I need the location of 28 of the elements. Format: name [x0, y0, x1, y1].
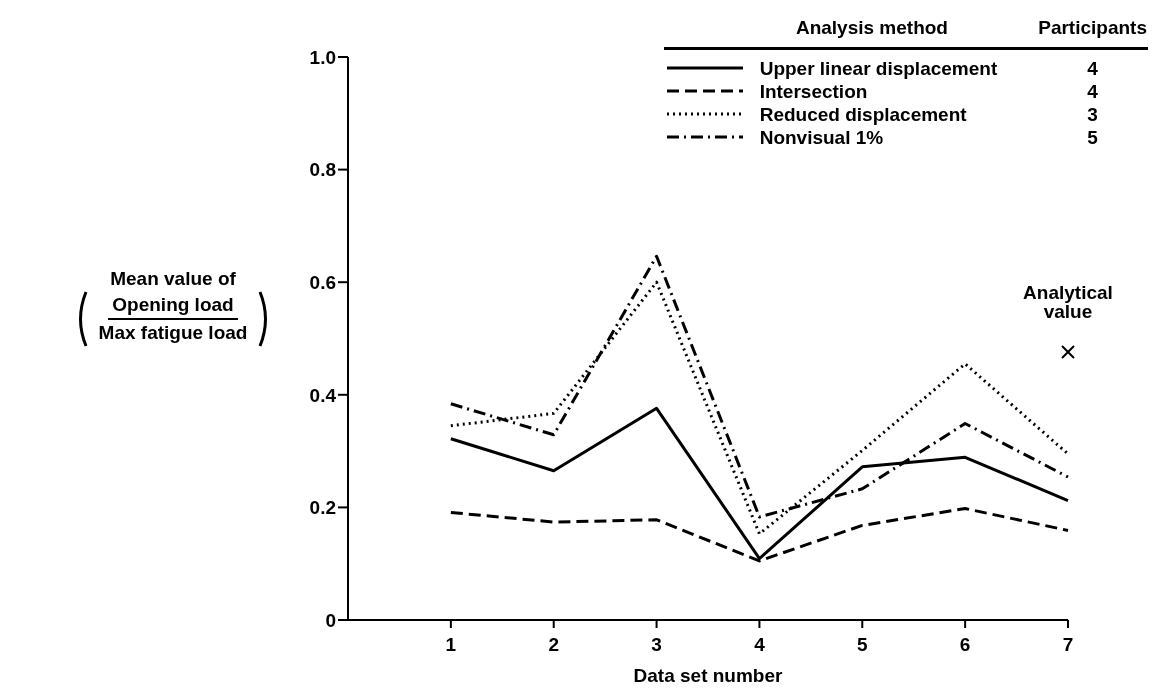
x-tick-label: 5 [857, 634, 868, 656]
text: Participants [1037, 16, 1148, 40]
text: 3 [1086, 104, 1099, 127]
x-tick-label: 2 [548, 634, 559, 656]
x-tick-label: 4 [754, 634, 766, 656]
legend-title: Analysis method [794, 16, 949, 40]
x-tick-label: 6 [959, 634, 971, 656]
text: Opening load [108, 292, 238, 320]
text: 4 [1086, 57, 1099, 81]
x-axis-title: Data set number [633, 665, 784, 686]
legend-label: Nonvisual 1% [758, 127, 885, 150]
x-tick-label: 1 [445, 634, 457, 656]
y-tick-label: 1.0 [309, 46, 336, 68]
y-tick-label: 0.8 [309, 159, 336, 181]
legend-label: Upper linear displacement [758, 57, 999, 81]
y-tick-label: 0 [325, 609, 336, 631]
x-tick-label: 7 [1062, 634, 1074, 656]
y-tick-label: 0.6 [309, 271, 336, 293]
text: 5 [1086, 127, 1099, 150]
legend-label: Intersection [758, 81, 869, 104]
legend-label: Reduced displacement [758, 104, 968, 127]
y-axis-title: Mean value of [110, 268, 236, 290]
text: Analytical value [1023, 281, 1113, 322]
text: Max fatigue load [97, 321, 249, 345]
y-tick-label: 0.2 [309, 497, 336, 519]
y-tick-label: 0.4 [309, 384, 337, 406]
text: 4 [1086, 81, 1099, 104]
x-tick-label: 3 [651, 634, 662, 656]
